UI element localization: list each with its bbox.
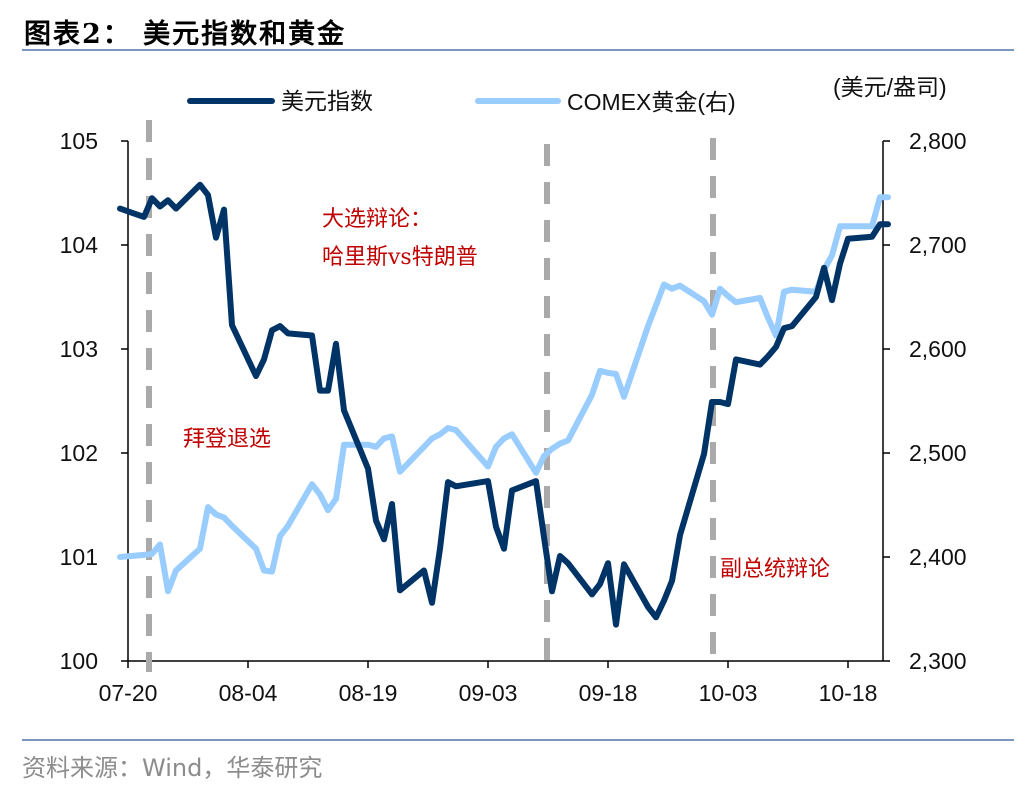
y-right-tick: 2,600: [909, 336, 967, 362]
x-tick-labels: 07-20 08-04 08-19 09-03 09-18 10-03 10-1…: [99, 680, 878, 706]
left-axis: [121, 140, 129, 662]
title-divider: [22, 49, 1014, 51]
source-note: 资料来源：Wind，华泰研究: [22, 754, 323, 782]
legend-usd-label: 美元指数: [281, 88, 373, 114]
usd-index-series-line: [117, 181, 891, 628]
x-tick: 10-03: [699, 680, 758, 706]
y-left-tick: 104: [60, 232, 99, 258]
right-y-tick-labels: 2,800 2,700 2,600 2,500 2,400 2,300: [909, 128, 967, 674]
y-right-tick: 2,400: [909, 544, 967, 570]
left-y-tick-labels: 105 104 103 102 101 100: [60, 128, 99, 674]
y-right-tick: 2,800: [909, 128, 967, 154]
x-tick: 08-19: [339, 680, 398, 706]
right-axis-unit: (美元/盎司): [833, 74, 947, 100]
annotation-biden: 拜登退选: [183, 427, 271, 452]
y-right-tick: 2,700: [909, 232, 967, 258]
x-tick: 09-18: [579, 680, 638, 706]
gold-series-line: [117, 194, 891, 595]
x-axis: [127, 660, 883, 668]
legend: 美元指数 COMEX黄金(右): [187, 88, 736, 115]
annotation-vp-debate: 副总统辩论: [720, 557, 830, 582]
x-tick: 08-04: [219, 680, 278, 706]
legend-gold-label: COMEX黄金(右): [567, 89, 736, 115]
y-right-tick: 2,500: [909, 440, 967, 466]
chart-title: 图表2： 美元指数和黄金: [24, 19, 347, 50]
y-right-tick: 2,300: [909, 648, 967, 674]
x-tick: 07-20: [99, 680, 158, 706]
x-tick: 10-18: [819, 680, 878, 706]
y-left-tick: 100: [60, 648, 98, 674]
y-left-tick: 103: [60, 336, 98, 362]
x-tick: 09-03: [459, 680, 518, 706]
footer-divider: [22, 739, 1014, 741]
y-left-tick: 102: [60, 440, 98, 466]
right-axis: [882, 140, 890, 662]
y-left-tick: 101: [60, 544, 98, 570]
annotation-debate-line2: 哈里斯vs特朗普: [322, 245, 478, 270]
y-left-tick: 105: [60, 128, 98, 154]
annotation-debate-line1: 大选辩论：: [322, 207, 432, 232]
